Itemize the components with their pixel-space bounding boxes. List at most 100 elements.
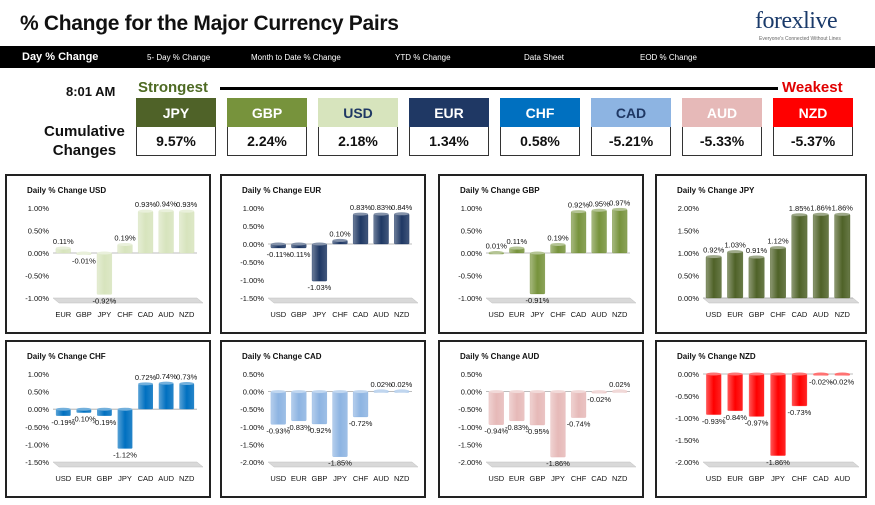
data-label: -0.10% [72,415,96,424]
x-tick-label: EUR [509,474,525,483]
chart-panel-4: Daily % Change CHF 1.00% 0.50% 0.00% -0.50% -… [5,340,211,498]
data-label: -0.93% [702,417,726,426]
chart-title: Daily % Change CAD [242,352,322,361]
data-label: 0.10% [329,229,351,238]
chart-floor [52,461,204,468]
x-tick-label: NZD [835,310,851,319]
currency-box-chf: CHF 0.58% [500,98,580,156]
x-tick-label: CAD [571,310,587,319]
data-label: 1.85% [789,204,811,213]
bar-cap [179,209,195,213]
x-tick-label: AUD [158,310,174,319]
chart-panel-3: Daily % Change JPY 2.00% 1.50% 1.00% 0.50% 0.… [655,174,867,334]
chart-floor [485,297,637,304]
currency-name: CAD [591,98,671,127]
bar [138,211,154,254]
data-label: -1.03% [308,283,332,292]
data-label: -1.86% [766,458,790,467]
data-label: 0.92% [568,201,590,210]
bar [571,391,587,418]
x-tick-label: EUR [509,310,525,319]
data-label: 0.11% [506,237,527,246]
bar-cap [55,407,71,411]
currency-box-usd: USD 2.18% [318,98,398,156]
bar-cap [138,209,153,213]
currency-cumulative-value: 9.57% [136,127,216,156]
y-tick-label: -1.00% [240,423,264,432]
y-tick-label: 0.50% [461,370,483,379]
data-label: 0.97% [609,198,631,207]
data-label: 0.91% [746,246,768,255]
y-tick-label: -1.00% [25,440,49,449]
bar-cap [591,208,607,212]
y-tick-label: -1.50% [458,440,482,449]
y-tick-label: -0.50% [25,423,49,432]
tab-day-change[interactable]: Day % Change [22,51,99,63]
bar-cap [353,212,368,216]
bar-cap [55,246,71,250]
data-label: -1.12% [113,451,137,460]
bar-cap [291,242,307,246]
y-tick-label: -0.50% [458,272,482,281]
chart-panel-5: Daily % Change CAD 0.50% 0.00% -0.50% -1.00%… [220,340,426,498]
data-label: -0.19% [93,418,117,427]
bar-cap [97,407,112,411]
bar [727,251,744,299]
currency-box-eur: EUR 1.34% [409,98,489,156]
bar [353,391,369,418]
forexlive-logo[interactable]: forexlive Everyone's Connected Without L… [755,8,855,42]
data-label: 1.86% [810,203,832,212]
bar [117,409,133,449]
y-tick-label: 0.50% [243,222,265,231]
logo-subtitle: Everyone's Connected Without Lines [759,36,841,42]
bar-cap [509,246,525,250]
bar [748,373,765,417]
chart-title: Daily % Change CHF [27,352,106,361]
bar-cap [530,390,545,394]
currency-cumulative-value: 0.58% [500,127,580,156]
currency-cumulative-value: 1.34% [409,127,489,156]
x-tick-label: AUD [834,474,850,483]
currency-box-aud: AUD -5.33% [682,98,762,156]
bar-cap [488,390,504,394]
y-tick-label: -0.50% [458,405,482,414]
currency-cumulative-value: -5.37% [773,127,853,156]
tab-data-sheet[interactable]: Data Sheet [524,53,565,62]
data-label: 0.11% [53,237,74,246]
tab-5day-change[interactable]: 5- Day % Change [147,53,211,62]
x-tick-label: NZD [394,474,410,483]
chart-svg: 1.00% 0.50% 0.00% -0.50% -1.00% 0.11% EUR -0.01… [25,200,204,319]
x-tick-label: USD [706,310,722,319]
x-tick-label: CAD [138,310,154,319]
chart-floor [485,461,637,468]
x-tick-label: CAD [813,474,829,483]
bar [270,391,286,425]
currency-name: CHF [500,98,580,127]
tab-month-to-date[interactable]: Month to Date % Change [251,53,341,62]
tab-ytd-change[interactable]: YTD % Change [395,53,451,62]
data-label: 0.94% [156,200,178,209]
bar [394,213,410,245]
chart-svg: 0.50% 0.00% -0.50% -1.00% -1.50% -2.00% -0.94%… [458,370,637,483]
tab-eod-change[interactable]: EOD % Change [640,53,697,62]
chart-svg: 2.00% 1.50% 1.00% 0.50% 0.00% 0.92% USD 1.03% EU… [678,203,860,319]
x-tick-label: GBP [76,310,92,319]
bar [834,214,851,299]
x-tick-label: EUR [76,474,92,483]
x-tick-label: CAD [591,474,607,483]
bar [96,252,112,295]
bar-cap [748,255,765,259]
data-label: 0.93% [135,200,157,209]
chart-panel-7: Daily % Change NZD 0.00% -0.50% -1.00% -1.50… [655,340,867,498]
bar [158,210,174,254]
data-label: -0.92% [93,296,117,305]
x-tick-label: NZD [394,310,410,319]
bar-cap [270,390,286,394]
chart-floor [702,461,860,468]
x-tick-label: NZD [612,310,628,319]
x-tick-label: JPY [333,474,347,483]
bar [55,409,71,416]
data-label: -0.93% [266,426,290,435]
x-tick-label: JPY [531,310,545,319]
chart-title: Daily % Change EUR [242,186,322,195]
